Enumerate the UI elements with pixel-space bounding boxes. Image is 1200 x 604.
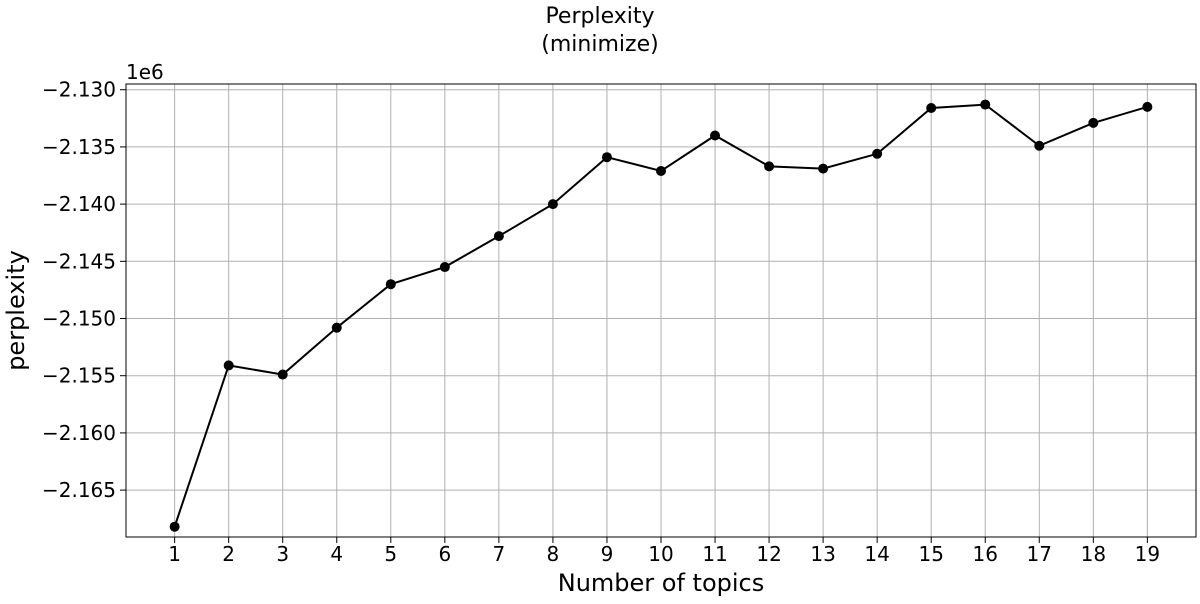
data-point <box>1142 101 1153 112</box>
y-tick-label: −2.160 <box>42 421 116 445</box>
chart-title-line-1: Perplexity <box>545 4 654 29</box>
x-tick-label: 7 <box>493 542 506 566</box>
x-tick-label: 19 <box>1135 542 1160 566</box>
x-tick-label: 8 <box>547 542 560 566</box>
data-point <box>493 231 504 242</box>
data-point <box>331 322 342 333</box>
x-tick-label: 16 <box>973 542 998 566</box>
x-tick-label: 2 <box>222 542 235 566</box>
data-point <box>764 161 775 172</box>
y-tick-label: −2.145 <box>42 249 116 273</box>
x-tick-label: 6 <box>438 542 451 566</box>
x-tick-label: 13 <box>810 542 835 566</box>
data-point <box>385 279 396 290</box>
y-tick-label: −2.155 <box>42 364 116 388</box>
x-tick-label: 9 <box>601 542 614 566</box>
x-tick-label: 15 <box>918 542 943 566</box>
x-tick-label: 4 <box>330 542 343 566</box>
data-point <box>872 148 883 159</box>
y-axis-label: perplexity <box>2 250 30 371</box>
data-point <box>439 262 450 273</box>
data-point <box>818 163 829 174</box>
y-tick-label: −2.150 <box>42 307 116 331</box>
data-point <box>277 369 288 380</box>
x-tick-label: 3 <box>276 542 289 566</box>
data-point <box>169 521 180 532</box>
x-tick-label: 12 <box>756 542 781 566</box>
data-point <box>1088 117 1099 128</box>
data-point <box>926 103 937 114</box>
axis-ticks: 1 2 3 4 5 6 7 8 9 10 11 12 13 14 15 16 17 18 19−2.130−2.13… <box>42 78 1160 566</box>
y-axis-offset-label: 1e6 <box>126 60 164 84</box>
data-point <box>1034 140 1045 151</box>
y-tick-label: −2.135 <box>42 135 116 159</box>
x-axis-label: Number of topics <box>558 569 765 597</box>
x-tick-label: 11 <box>702 542 727 566</box>
plot-frame <box>125 83 1197 538</box>
data-point <box>601 152 612 163</box>
y-tick-label: −2.130 <box>42 78 116 102</box>
x-tick-label: 1 <box>168 542 181 566</box>
grid <box>126 84 1196 537</box>
data-point <box>980 99 991 110</box>
y-tick-label: −2.165 <box>42 478 116 502</box>
x-tick-label: 14 <box>864 542 889 566</box>
chart-title-line-2: (minimize) <box>541 32 658 57</box>
x-tick-label: 17 <box>1027 542 1052 566</box>
series-layer <box>169 99 1153 532</box>
x-tick-label: 10 <box>648 542 673 566</box>
y-tick-label: −2.140 <box>42 192 116 216</box>
data-point <box>710 130 721 141</box>
data-point <box>656 165 666 176</box>
data-point <box>547 199 558 210</box>
data-point <box>223 360 234 371</box>
x-tick-label: 18 <box>1081 542 1106 566</box>
x-tick-label: 5 <box>384 542 397 566</box>
